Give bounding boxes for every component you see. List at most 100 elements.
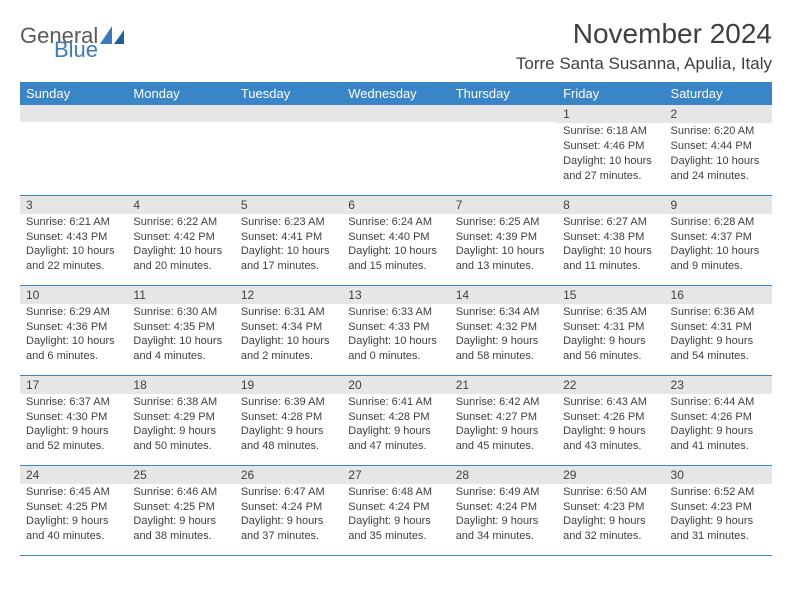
sunset-text: Sunset: 4:25 PM xyxy=(133,500,228,515)
calendar-week-row: 24Sunrise: 6:45 AMSunset: 4:25 PMDayligh… xyxy=(20,465,772,555)
sunrise-text: Sunrise: 6:39 AM xyxy=(241,395,336,410)
calendar-week-row: 10Sunrise: 6:29 AMSunset: 4:36 PMDayligh… xyxy=(20,285,772,375)
calendar-day-cell: 4Sunrise: 6:22 AMSunset: 4:42 PMDaylight… xyxy=(127,195,234,285)
sunrise-text: Sunrise: 6:52 AM xyxy=(671,485,766,500)
day-body: Sunrise: 6:21 AMSunset: 4:43 PMDaylight:… xyxy=(20,214,127,278)
sunset-text: Sunset: 4:30 PM xyxy=(26,410,121,425)
daylight-text: Daylight: 10 hours and 24 minutes. xyxy=(671,154,766,184)
day-number-bar: 23 xyxy=(665,376,772,394)
sunset-text: Sunset: 4:28 PM xyxy=(241,410,336,425)
location-subtitle: Torre Santa Susanna, Apulia, Italy xyxy=(516,54,772,74)
calendar-day-cell xyxy=(20,105,127,195)
sunset-text: Sunset: 4:40 PM xyxy=(348,230,443,245)
sunset-text: Sunset: 4:26 PM xyxy=(563,410,658,425)
sunset-text: Sunset: 4:32 PM xyxy=(456,320,551,335)
day-number-bar: 28 xyxy=(450,466,557,484)
calendar-day-cell: 25Sunrise: 6:46 AMSunset: 4:25 PMDayligh… xyxy=(127,465,234,555)
weekday-header: Wednesday xyxy=(342,82,449,105)
calendar-body: 1Sunrise: 6:18 AMSunset: 4:46 PMDaylight… xyxy=(20,105,772,555)
daylight-text: Daylight: 9 hours and 48 minutes. xyxy=(241,424,336,454)
calendar-day-cell: 15Sunrise: 6:35 AMSunset: 4:31 PMDayligh… xyxy=(557,285,664,375)
daylight-text: Daylight: 10 hours and 13 minutes. xyxy=(456,244,551,274)
calendar-day-cell: 17Sunrise: 6:37 AMSunset: 4:30 PMDayligh… xyxy=(20,375,127,465)
sunset-text: Sunset: 4:41 PM xyxy=(241,230,336,245)
daylight-text: Daylight: 9 hours and 35 minutes. xyxy=(348,514,443,544)
day-body: Sunrise: 6:42 AMSunset: 4:27 PMDaylight:… xyxy=(450,394,557,458)
calendar-day-cell xyxy=(127,105,234,195)
sunrise-text: Sunrise: 6:30 AM xyxy=(133,305,228,320)
weekday-header: Monday xyxy=(127,82,234,105)
sunset-text: Sunset: 4:28 PM xyxy=(348,410,443,425)
calendar-day-cell: 28Sunrise: 6:49 AMSunset: 4:24 PMDayligh… xyxy=(450,465,557,555)
day-body: Sunrise: 6:44 AMSunset: 4:26 PMDaylight:… xyxy=(665,394,772,458)
calendar-day-cell: 18Sunrise: 6:38 AMSunset: 4:29 PMDayligh… xyxy=(127,375,234,465)
calendar-day-cell: 24Sunrise: 6:45 AMSunset: 4:25 PMDayligh… xyxy=(20,465,127,555)
day-body: Sunrise: 6:27 AMSunset: 4:38 PMDaylight:… xyxy=(557,214,664,278)
daylight-text: Daylight: 9 hours and 56 minutes. xyxy=(563,334,658,364)
sunset-text: Sunset: 4:27 PM xyxy=(456,410,551,425)
day-number-bar: 4 xyxy=(127,196,234,214)
calendar-day-cell: 11Sunrise: 6:30 AMSunset: 4:35 PMDayligh… xyxy=(127,285,234,375)
brand-word-2: Blue xyxy=(54,40,126,60)
day-number-bar: 25 xyxy=(127,466,234,484)
sunset-text: Sunset: 4:23 PM xyxy=(671,500,766,515)
day-number-bar: 30 xyxy=(665,466,772,484)
day-number-bar xyxy=(342,105,449,122)
sunset-text: Sunset: 4:39 PM xyxy=(456,230,551,245)
calendar-day-cell: 14Sunrise: 6:34 AMSunset: 4:32 PMDayligh… xyxy=(450,285,557,375)
sunset-text: Sunset: 4:43 PM xyxy=(26,230,121,245)
day-body: Sunrise: 6:25 AMSunset: 4:39 PMDaylight:… xyxy=(450,214,557,278)
sunrise-text: Sunrise: 6:18 AM xyxy=(563,124,658,139)
sunrise-text: Sunrise: 6:49 AM xyxy=(456,485,551,500)
calendar-day-cell: 21Sunrise: 6:42 AMSunset: 4:27 PMDayligh… xyxy=(450,375,557,465)
calendar-day-cell: 10Sunrise: 6:29 AMSunset: 4:36 PMDayligh… xyxy=(20,285,127,375)
calendar-day-cell: 3Sunrise: 6:21 AMSunset: 4:43 PMDaylight… xyxy=(20,195,127,285)
day-number-bar: 29 xyxy=(557,466,664,484)
day-number-bar: 19 xyxy=(235,376,342,394)
day-body: Sunrise: 6:29 AMSunset: 4:36 PMDaylight:… xyxy=(20,304,127,368)
daylight-text: Daylight: 9 hours and 37 minutes. xyxy=(241,514,336,544)
calendar-day-cell: 7Sunrise: 6:25 AMSunset: 4:39 PMDaylight… xyxy=(450,195,557,285)
daylight-text: Daylight: 9 hours and 32 minutes. xyxy=(563,514,658,544)
sunrise-text: Sunrise: 6:25 AM xyxy=(456,215,551,230)
daylight-text: Daylight: 9 hours and 47 minutes. xyxy=(348,424,443,454)
sunset-text: Sunset: 4:37 PM xyxy=(671,230,766,245)
day-number-bar: 12 xyxy=(235,286,342,304)
calendar-day-cell: 1Sunrise: 6:18 AMSunset: 4:46 PMDaylight… xyxy=(557,105,664,195)
sunrise-text: Sunrise: 6:44 AM xyxy=(671,395,766,410)
daylight-text: Daylight: 9 hours and 40 minutes. xyxy=(26,514,121,544)
daylight-text: Daylight: 9 hours and 45 minutes. xyxy=(456,424,551,454)
sunrise-text: Sunrise: 6:47 AM xyxy=(241,485,336,500)
day-number-bar: 20 xyxy=(342,376,449,394)
day-body: Sunrise: 6:30 AMSunset: 4:35 PMDaylight:… xyxy=(127,304,234,368)
day-number-bar: 15 xyxy=(557,286,664,304)
day-body: Sunrise: 6:37 AMSunset: 4:30 PMDaylight:… xyxy=(20,394,127,458)
sunset-text: Sunset: 4:35 PM xyxy=(133,320,228,335)
day-body: Sunrise: 6:18 AMSunset: 4:46 PMDaylight:… xyxy=(557,123,664,187)
day-body: Sunrise: 6:39 AMSunset: 4:28 PMDaylight:… xyxy=(235,394,342,458)
day-number-bar: 18 xyxy=(127,376,234,394)
day-body: Sunrise: 6:49 AMSunset: 4:24 PMDaylight:… xyxy=(450,484,557,548)
calendar-day-cell: 6Sunrise: 6:24 AMSunset: 4:40 PMDaylight… xyxy=(342,195,449,285)
day-body: Sunrise: 6:45 AMSunset: 4:25 PMDaylight:… xyxy=(20,484,127,548)
day-body: Sunrise: 6:20 AMSunset: 4:44 PMDaylight:… xyxy=(665,123,772,187)
page-title: November 2024 xyxy=(516,18,772,50)
day-body: Sunrise: 6:23 AMSunset: 4:41 PMDaylight:… xyxy=(235,214,342,278)
sunrise-text: Sunrise: 6:35 AM xyxy=(563,305,658,320)
calendar-week-row: 17Sunrise: 6:37 AMSunset: 4:30 PMDayligh… xyxy=(20,375,772,465)
sunrise-text: Sunrise: 6:43 AM xyxy=(563,395,658,410)
brand-logo: General Blue xyxy=(20,26,126,60)
sunrise-text: Sunrise: 6:29 AM xyxy=(26,305,121,320)
calendar-day-cell: 30Sunrise: 6:52 AMSunset: 4:23 PMDayligh… xyxy=(665,465,772,555)
weekday-header-row: SundayMondayTuesdayWednesdayThursdayFrid… xyxy=(20,82,772,105)
sunrise-text: Sunrise: 6:50 AM xyxy=(563,485,658,500)
daylight-text: Daylight: 10 hours and 15 minutes. xyxy=(348,244,443,274)
weekday-header: Thursday xyxy=(450,82,557,105)
daylight-text: Daylight: 9 hours and 38 minutes. xyxy=(133,514,228,544)
header-right: November 2024 Torre Santa Susanna, Apuli… xyxy=(516,18,772,76)
calendar-day-cell xyxy=(450,105,557,195)
day-number-bar: 7 xyxy=(450,196,557,214)
calendar-day-cell: 13Sunrise: 6:33 AMSunset: 4:33 PMDayligh… xyxy=(342,285,449,375)
weekday-header: Sunday xyxy=(20,82,127,105)
sunrise-text: Sunrise: 6:21 AM xyxy=(26,215,121,230)
